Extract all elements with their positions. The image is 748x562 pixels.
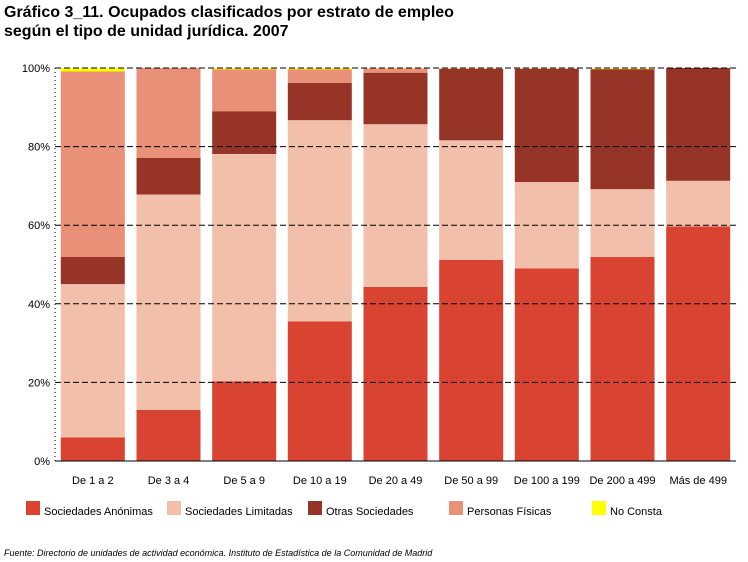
bar-segment-5-1 (60, 68, 125, 72)
legend-swatch (449, 501, 463, 515)
x-tick-label: De 1 a 2 (72, 475, 114, 487)
bar-segment-3-7 (514, 68, 579, 182)
bar-segment-3-9 (666, 68, 731, 181)
bar-segment-3-3 (212, 111, 277, 154)
legend-swatch (592, 501, 606, 515)
bar-segment-3-1 (60, 257, 125, 285)
chart-title-line-2: según el tipo de unidad jurídica. 2007 (4, 23, 289, 40)
bar-segment-1-1 (60, 437, 125, 461)
bar-segment-2-6 (439, 140, 504, 260)
bar-segment-1-3 (212, 381, 277, 461)
legend-swatch (308, 501, 322, 515)
y-tick-label: 20% (28, 377, 50, 389)
bar-segment-2-3 (212, 154, 277, 382)
legend-label: Sociedades Limitadas (185, 506, 293, 518)
x-tick-label: De 3 a 4 (148, 475, 190, 487)
bar-segment-4-5 (363, 68, 428, 73)
legend-swatch (167, 501, 181, 515)
bar-segment-2-8 (590, 189, 655, 257)
x-tick-label: De 5 a 9 (223, 475, 265, 487)
chart-title: Gráfico 3_11. Ocupados clasificados por … (4, 3, 454, 41)
bar-segment-1-2 (136, 409, 201, 461)
bar-segment-2-4 (287, 120, 352, 322)
bar-segment-4-3 (212, 69, 277, 112)
legend-label: Otras Sociedades (326, 506, 414, 518)
legend-label: Sociedades Anónimas (44, 506, 153, 518)
x-tick-label: Más de 499 (669, 475, 726, 487)
chart-title-line-1: Gráfico 3_11. Ocupados clasificados por … (4, 4, 454, 21)
bar-segment-5-4 (287, 68, 352, 70)
bar-segment-3-5 (363, 72, 428, 125)
bar-segment-4-4 (287, 69, 352, 83)
y-tick-label: 80% (28, 142, 50, 154)
bar-segment-4-1 (60, 71, 125, 257)
bar-segment-4-2 (136, 68, 201, 158)
bar-segment-2-9 (666, 180, 731, 227)
bar-segment-3-8 (590, 69, 655, 190)
y-tick-label: 40% (28, 299, 50, 311)
x-tick-label: De 20 a 49 (369, 475, 423, 487)
x-tick-label: De 100 a 199 (514, 475, 580, 487)
bar-segment-1-5 (363, 286, 428, 461)
y-tick-label: 100% (22, 63, 50, 75)
bar-segment-5-3 (212, 68, 277, 70)
bar-segment-2-2 (136, 194, 201, 410)
x-tick-label: De 200 a 499 (589, 475, 655, 487)
bar-segment-1-7 (514, 268, 579, 461)
y-tick-label: 60% (28, 220, 50, 232)
legend-label: No Consta (610, 506, 662, 518)
source-note: Fuente: Directorio de unidades de activi… (4, 548, 433, 558)
bar-segment-3-4 (287, 82, 352, 121)
x-tick-label: De 50 a 99 (444, 475, 498, 487)
bar-segment-3-6 (439, 68, 504, 141)
bar-segment-1-6 (439, 259, 504, 461)
bar-segment-1-4 (287, 321, 352, 461)
bar-segment-1-8 (590, 257, 655, 461)
legend-label: Personas Físicas (467, 506, 552, 518)
bar-segment-3-2 (136, 158, 201, 195)
bar-segment-2-1 (60, 284, 125, 438)
bar-segment-2-5 (363, 124, 428, 287)
x-tick-label: De 10 a 19 (293, 475, 347, 487)
legend-swatch (26, 501, 40, 515)
bar-segment-1-9 (666, 226, 731, 461)
y-tick-label: 0% (34, 456, 50, 468)
